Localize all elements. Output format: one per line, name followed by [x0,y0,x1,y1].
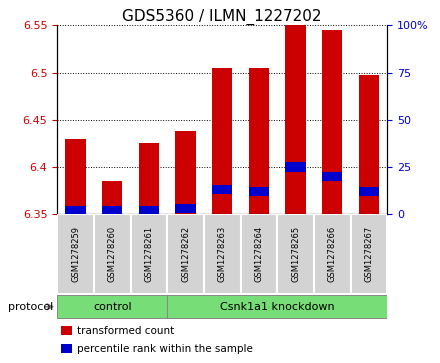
Bar [204,214,241,294]
Bar [249,68,269,214]
Text: GSM1278262: GSM1278262 [181,226,190,282]
Bar [241,214,277,294]
Text: GSM1278263: GSM1278263 [218,226,227,282]
Bar [139,206,159,215]
Bar [57,214,94,294]
Bar [322,30,342,214]
Bar [359,76,379,214]
Text: GSM1278265: GSM1278265 [291,226,300,282]
Bar [139,143,159,214]
Bar [167,295,387,318]
Text: GSM1278260: GSM1278260 [108,226,117,282]
Title: GDS5360 / ILMN_1227202: GDS5360 / ILMN_1227202 [122,9,322,25]
Bar [131,214,167,294]
Bar [176,204,196,213]
Text: GSM1278264: GSM1278264 [254,226,264,282]
Bar [61,344,72,353]
Bar [94,214,131,294]
Bar [102,206,122,215]
Text: GSM1278259: GSM1278259 [71,226,80,282]
Bar [102,181,122,214]
Text: control: control [93,302,132,312]
Bar [249,187,269,196]
Bar [277,214,314,294]
Bar [314,214,351,294]
Bar [61,326,72,335]
Text: transformed count: transformed count [77,326,174,336]
Bar [212,68,232,214]
Bar [212,185,232,194]
Bar [286,25,306,214]
Text: GSM1278266: GSM1278266 [328,226,337,282]
Bar [66,206,86,215]
Bar [322,172,342,181]
Text: GSM1278267: GSM1278267 [364,226,374,282]
Text: Csnk1a1 knockdown: Csnk1a1 knockdown [220,302,334,312]
Text: GSM1278261: GSM1278261 [144,226,154,282]
Bar [57,295,167,318]
Bar [351,214,387,294]
Bar [66,139,86,214]
Text: protocol: protocol [7,302,53,312]
Bar [286,162,306,172]
Bar [176,131,196,214]
Bar [359,187,379,196]
Bar [167,214,204,294]
Text: percentile rank within the sample: percentile rank within the sample [77,344,253,354]
